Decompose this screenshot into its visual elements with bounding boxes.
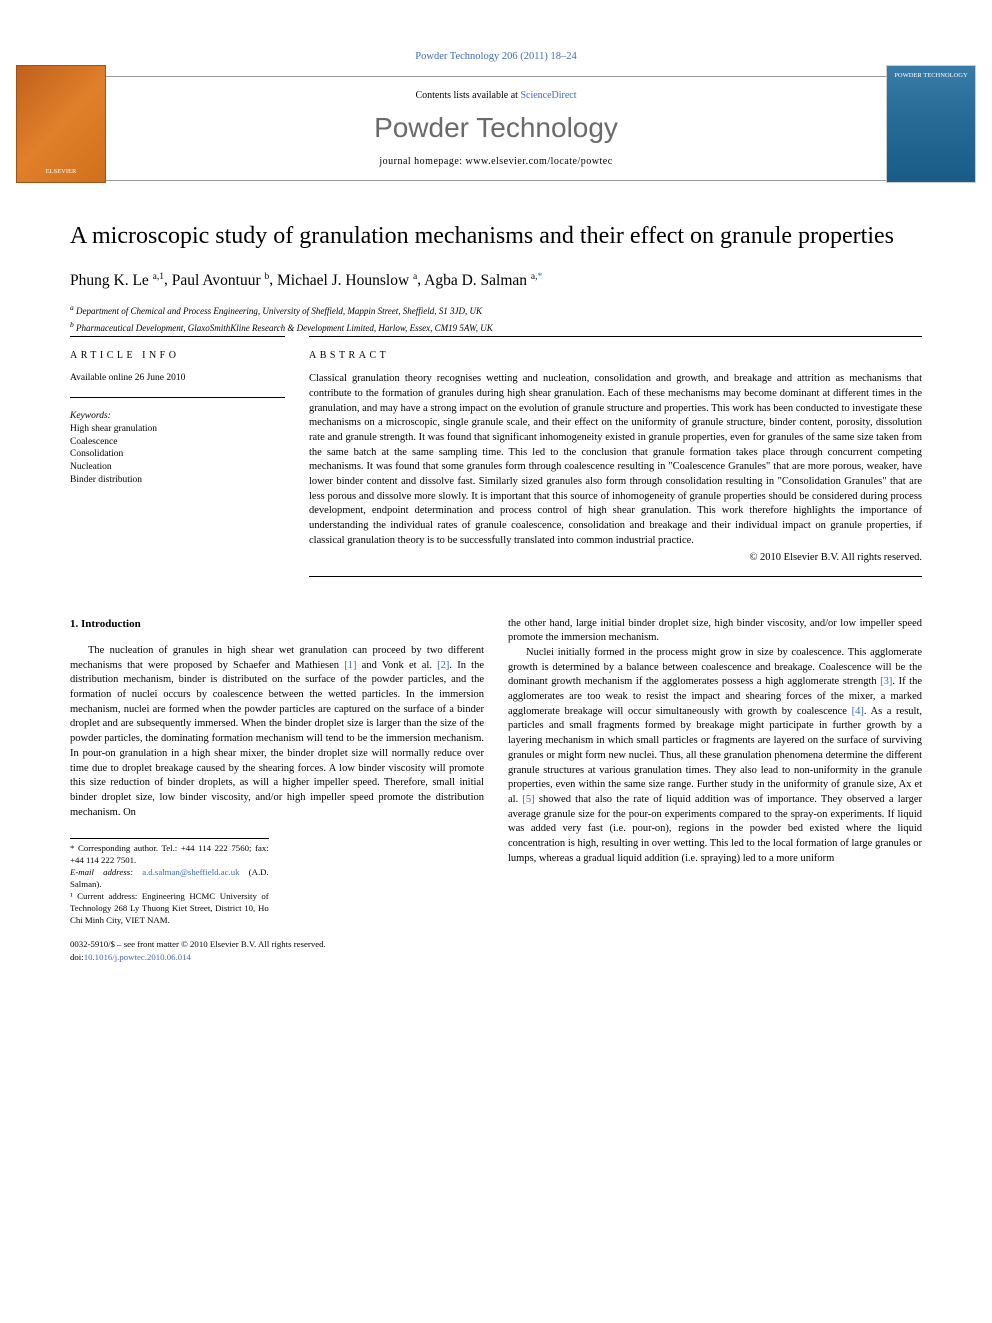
available-online: Available online 26 June 2010	[70, 372, 285, 398]
citation-link[interactable]: [5]	[522, 794, 534, 805]
author-4: Agba D. Salman a,*	[424, 272, 542, 289]
article-title: A microscopic study of granulation mecha…	[70, 221, 922, 252]
footnotes: * Corresponding author. Tel.: +44 114 22…	[70, 838, 269, 926]
journal-name: Powder Technology	[374, 109, 618, 147]
keyword: Binder distribution	[70, 474, 285, 487]
abstract-label: ABSTRACT	[309, 349, 922, 363]
doi-link[interactable]: 10.1016/j.powtec.2010.06.014	[84, 952, 191, 962]
journal-cover-thumbnail: POWDER TECHNOLOGY	[886, 65, 976, 183]
affiliation-b: b Pharmaceutical Development, GlaxoSmith…	[70, 320, 922, 334]
journal-header-box: ELSEVIER POWDER TECHNOLOGY Contents list…	[70, 76, 922, 181]
copyright-line: © 2010 Elsevier B.V. All rights reserved…	[309, 551, 922, 565]
keywords-label: Keywords:	[70, 410, 285, 423]
email-link[interactable]: a.d.salman@sheffield.ac.uk	[142, 867, 239, 877]
abstract-text: Classical granulation theory recognises …	[309, 372, 922, 548]
cover-title: POWDER TECHNOLOGY	[894, 72, 967, 81]
issn-line: 0032-5910/$ – see front matter © 2010 El…	[70, 938, 484, 950]
footer: 0032-5910/$ – see front matter © 2010 El…	[70, 938, 484, 963]
author-3: Michael J. Hounslow a	[277, 272, 417, 289]
keyword: Consolidation	[70, 448, 285, 461]
contents-line: Contents lists available at ScienceDirec…	[415, 89, 576, 103]
author-1: Phung K. Le a,1	[70, 272, 164, 289]
doi-line: doi:10.1016/j.powtec.2010.06.014	[70, 951, 484, 963]
article-info-column: ARTICLE INFO Available online 26 June 20…	[70, 336, 285, 577]
corresponding-mark: *	[538, 271, 543, 281]
sciencedirect-link[interactable]: ScienceDirect	[520, 90, 576, 101]
body-right-column: the other hand, large initial binder dro…	[508, 617, 922, 963]
keyword: Nucleation	[70, 461, 285, 474]
body-paragraph: The nucleation of granules in high shear…	[70, 644, 484, 820]
corresponding-author-note: * Corresponding author. Tel.: +44 114 22…	[70, 843, 269, 867]
contents-prefix: Contents lists available at	[415, 90, 520, 101]
abstract-rule	[309, 576, 922, 577]
homepage-prefix: journal homepage:	[379, 156, 465, 167]
citation-link[interactable]: [2]	[437, 660, 449, 671]
body-columns: 1. Introduction The nucleation of granul…	[70, 617, 922, 963]
email-line: E-mail address: a.d.salman@sheffield.ac.…	[70, 867, 269, 891]
abstract-column: ABSTRACT Classical granulation theory re…	[309, 336, 922, 577]
keyword: Coalescence	[70, 436, 285, 449]
body-left-column: 1. Introduction The nucleation of granul…	[70, 617, 484, 963]
homepage-url: www.elsevier.com/locate/powtec	[466, 156, 613, 167]
citation-link[interactable]: [4]	[852, 706, 864, 717]
author-2: Paul Avontuur b	[172, 272, 269, 289]
citation-link[interactable]: [3]	[880, 676, 892, 687]
body-paragraph: Nuclei initially formed in the process m…	[508, 646, 922, 866]
section-1-heading: 1. Introduction	[70, 617, 484, 632]
authors-line: Phung K. Le a,1, Paul Avontuur b, Michae…	[70, 270, 922, 291]
footnote-1: ¹ Current address: Engineering HCMC Univ…	[70, 891, 269, 927]
homepage-line: journal homepage: www.elsevier.com/locat…	[379, 155, 612, 169]
citation-link[interactable]: [1]	[344, 660, 356, 671]
keywords-list: High shear granulation Coalescence Conso…	[70, 423, 285, 487]
keyword: High shear granulation	[70, 423, 285, 436]
article-info-label: ARTICLE INFO	[70, 349, 285, 363]
affiliation-a: a Department of Chemical and Process Eng…	[70, 303, 922, 317]
body-paragraph: the other hand, large initial binder dro…	[508, 617, 922, 646]
elsevier-logo: ELSEVIER	[16, 65, 106, 183]
journal-reference: Powder Technology 206 (2011) 18–24	[70, 50, 922, 64]
